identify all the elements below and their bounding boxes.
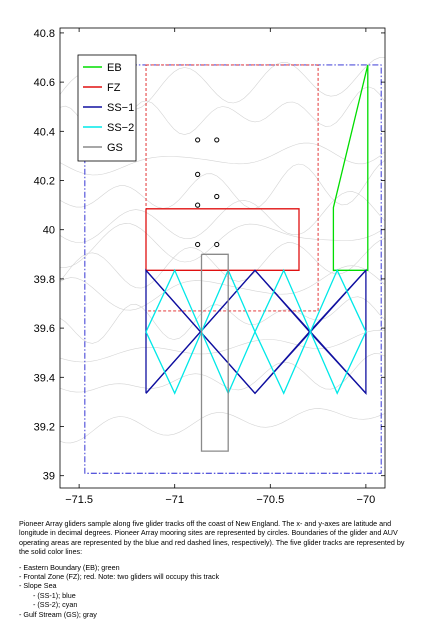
legend-label: GS bbox=[107, 142, 123, 154]
bathymetry-contour bbox=[59, 353, 386, 393]
x-tick-label: −71.5 bbox=[65, 494, 93, 506]
bathymetry-contour bbox=[59, 238, 386, 289]
caption-track-list: - Eastern Boundary (EB); green - Frontal… bbox=[19, 563, 415, 619]
caption-item: - Slope Sea bbox=[19, 581, 57, 591]
caption-item: - Frontal Zone (FZ); red. Note: two glid… bbox=[19, 572, 220, 582]
y-tick-label: 40.2 bbox=[34, 176, 55, 188]
x-tick-label: −70.5 bbox=[256, 494, 284, 506]
track-eb bbox=[332, 64, 369, 271]
axes-frame bbox=[59, 27, 386, 489]
mooring-marker bbox=[214, 137, 220, 143]
mooring-marker bbox=[195, 137, 201, 143]
legend-box bbox=[77, 54, 137, 162]
track-ss-1 bbox=[145, 269, 367, 395]
track-ss-1 bbox=[145, 269, 367, 394]
y-tick-label: 39.4 bbox=[34, 372, 55, 384]
mooring-marker bbox=[214, 241, 220, 248]
legend-label: SS−1 bbox=[107, 102, 134, 114]
caption-item: - Gulf Stream (GS); gray bbox=[19, 609, 97, 619]
x-tick-label: −70 bbox=[357, 494, 376, 506]
caption-paragraph: Pioneer Array gliders sample along five … bbox=[19, 519, 405, 557]
bathymetry-contour bbox=[59, 191, 386, 243]
legend-label: SS−2 bbox=[107, 122, 134, 134]
caption-item: - Eastern Boundary (EB); green bbox=[19, 562, 120, 572]
y-tick-label: 40.8 bbox=[34, 28, 55, 40]
y-tick-label: 39.2 bbox=[34, 422, 55, 434]
mooring-marker bbox=[214, 193, 220, 200]
y-tick-label: 39 bbox=[43, 471, 55, 483]
y-tick-label: 40 bbox=[43, 225, 55, 237]
axis-ticks: −71.5 −71 −70.5 −70 39 39.2 39.4 39.6 39.8 40 40.2… bbox=[34, 28, 385, 506]
operating-areas bbox=[84, 64, 382, 474]
mooring-marker bbox=[195, 202, 201, 208]
x-tick-label: −71 bbox=[165, 494, 184, 506]
mooring-marker bbox=[195, 241, 201, 248]
caption-item: - (SS-1); blue bbox=[33, 590, 76, 600]
bathymetry-contour bbox=[59, 160, 386, 209]
track-gs bbox=[200, 253, 229, 452]
bathymetry-contour bbox=[59, 329, 386, 363]
auv-operating-area bbox=[145, 64, 319, 312]
legend: EB FZ SS−1 SS−2 GS bbox=[77, 54, 137, 162]
caption-item: - (SS-2); cyan bbox=[33, 600, 78, 610]
y-tick-label: 39.6 bbox=[34, 323, 55, 335]
figure-caption: Pioneer Array gliders sample along five … bbox=[19, 519, 415, 619]
y-tick-label: 39.8 bbox=[34, 274, 55, 286]
track-fz bbox=[145, 208, 300, 271]
y-tick-label: 40.4 bbox=[34, 126, 55, 138]
legend-label: EB bbox=[107, 62, 122, 74]
pioneer-array-map: −71.5 −71 −70.5 −70 39 39.2 39.4 39.6 39.8 40 40.2… bbox=[34, 27, 386, 506]
legend-label: FZ bbox=[107, 82, 121, 94]
y-tick-label: 40.6 bbox=[34, 77, 55, 89]
mooring-sites bbox=[195, 137, 220, 248]
bathymetry-contour bbox=[59, 408, 386, 444]
track-ss-1 bbox=[145, 268, 367, 395]
bathymetry-contour bbox=[59, 142, 386, 176]
track-ss-2 bbox=[145, 268, 367, 395]
glider-operating-area bbox=[84, 64, 382, 474]
bathymetry-contour bbox=[60, 223, 386, 268]
glider-tracks bbox=[145, 64, 369, 452]
mooring-marker bbox=[195, 171, 201, 177]
